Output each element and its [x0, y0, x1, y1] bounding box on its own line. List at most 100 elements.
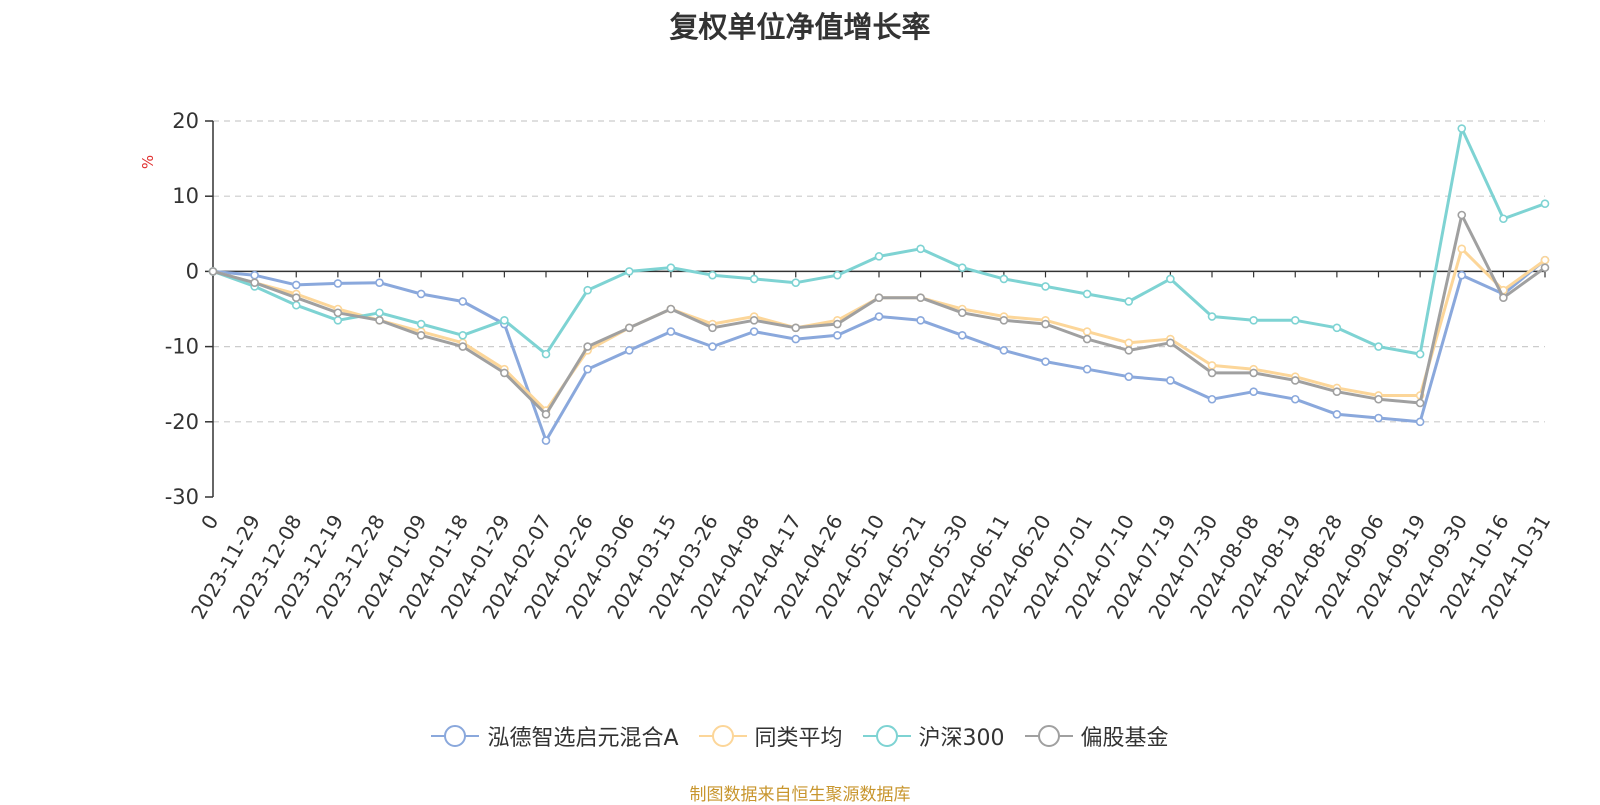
data-point [1540, 263, 1550, 272]
legend-label: 泓德智选启元混合A [487, 726, 679, 751]
data-point [333, 279, 343, 288]
legend-label: 沪深300 [918, 726, 1005, 751]
data-point [957, 308, 967, 318]
data-point [208, 267, 218, 276]
data-point [1124, 338, 1134, 348]
data-point [833, 270, 842, 280]
data-point [1082, 334, 1092, 344]
data-point [1290, 315, 1300, 325]
series-line [212, 258, 1546, 443]
data-point [1041, 282, 1050, 291]
data-point [791, 323, 801, 333]
data-point [1207, 361, 1217, 370]
data-point [666, 263, 676, 272]
data-point [999, 315, 1009, 325]
data-point [583, 342, 592, 351]
data-point [666, 304, 676, 314]
data-point [1249, 387, 1258, 397]
data-point [833, 331, 842, 340]
chart-title: 复权单位净值增长率 [669, 10, 931, 44]
source-note: 制图数据来自恒生聚源数据库 [689, 785, 911, 805]
data-point [1290, 376, 1300, 385]
data-point [1082, 364, 1092, 374]
data-point [791, 278, 801, 287]
data-point [624, 346, 634, 355]
legend-label: 偏股基金 [1080, 726, 1169, 751]
y-axis-unit-label: % [139, 155, 157, 169]
data-point [916, 315, 925, 325]
data-point [375, 315, 384, 325]
y-tick-label: -30 [165, 485, 199, 509]
data-point [541, 436, 551, 445]
data-point [1041, 357, 1050, 366]
data-point [250, 270, 259, 280]
data-point [1415, 417, 1425, 427]
data-point [250, 278, 259, 287]
data-point [500, 315, 509, 325]
x-tick-label: 0 [196, 511, 223, 534]
data-point [1124, 297, 1134, 306]
data-point [1457, 270, 1467, 280]
data-point [500, 368, 509, 378]
data-point [624, 323, 634, 333]
data-point [1166, 338, 1175, 348]
data-point [1082, 327, 1092, 336]
data-point [291, 293, 301, 303]
data-point [999, 346, 1009, 355]
legend-item[interactable]: 沪深300 [862, 720, 1005, 752]
data-point [416, 331, 426, 340]
legend-item[interactable]: 同类平均 [698, 720, 843, 752]
data-point [375, 278, 384, 287]
data-point [957, 263, 967, 272]
data-point [1332, 387, 1342, 397]
data-point [708, 270, 717, 280]
data-point [1540, 199, 1550, 209]
data-point [333, 315, 343, 325]
data-point [666, 327, 676, 336]
data-point [749, 274, 759, 284]
data-point [1415, 349, 1425, 359]
data-point [1499, 214, 1508, 224]
data-point [1540, 255, 1550, 265]
data-point [916, 244, 925, 254]
data-point [708, 323, 717, 333]
data-point [916, 293, 925, 303]
legend-swatch-icon [698, 725, 747, 747]
data-point [1332, 323, 1342, 333]
data-point [874, 293, 884, 303]
y-tick-label: 10 [172, 184, 199, 208]
data-point [1290, 394, 1300, 404]
y-tick-label: -20 [165, 410, 199, 434]
data-point [541, 409, 551, 419]
data-point [1499, 293, 1508, 303]
data-point [1207, 312, 1217, 321]
data-point [583, 285, 592, 295]
legend-item[interactable]: 泓德智选启元混合A [431, 720, 679, 752]
data-point [749, 327, 759, 336]
legend-swatch-icon [862, 725, 911, 747]
data-point [1124, 372, 1134, 381]
data-point [1249, 315, 1258, 325]
legend-swatch-icon [1024, 725, 1073, 747]
y-tick-label: 20 [172, 109, 199, 133]
data-point [458, 297, 468, 306]
legend-item[interactable]: 偏股基金 [1024, 720, 1169, 752]
data-point [458, 342, 468, 351]
data-point [749, 315, 759, 325]
data-point [874, 252, 884, 261]
data-point [375, 308, 384, 318]
data-point [957, 331, 967, 340]
data-point [1415, 398, 1425, 408]
line-chart: % 20100-10-20-3002023-11-292023-12-08202… [139, 109, 1555, 623]
data-point [458, 331, 468, 340]
y-tick-label: 0 [186, 259, 199, 283]
data-point [791, 334, 801, 344]
data-point [1457, 244, 1467, 254]
data-point [1457, 124, 1467, 133]
data-point [416, 289, 426, 299]
y-tick-label: -10 [165, 335, 199, 359]
data-point [874, 312, 884, 321]
data-point [1166, 274, 1175, 284]
data-point [291, 300, 301, 310]
data-point [1166, 376, 1175, 385]
